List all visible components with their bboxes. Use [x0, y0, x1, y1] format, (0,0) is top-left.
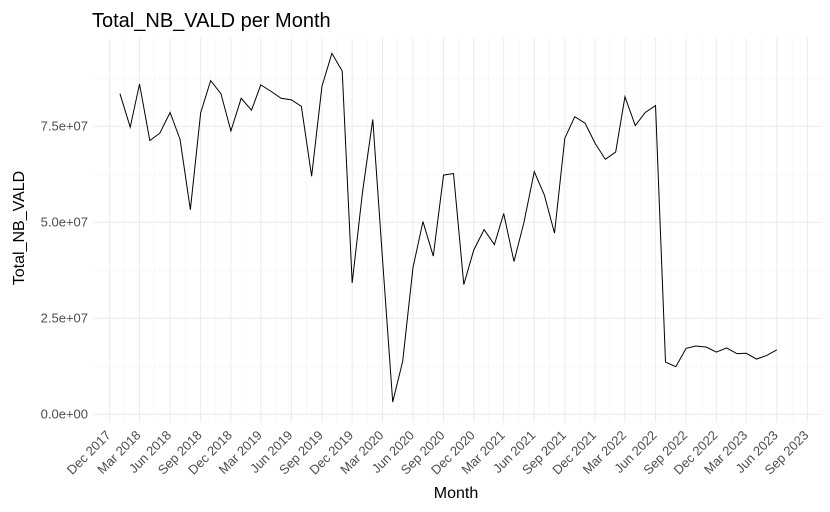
- y-tick-label: 2.5e+07: [41, 310, 88, 325]
- y-tick-label: 7.5e+07: [41, 118, 88, 133]
- y-axis-title: Total_NB_VALD: [11, 171, 28, 285]
- series-line: [119, 52, 778, 403]
- chart-title: Total_NB_VALD per Month: [92, 10, 331, 32]
- y-tick-label: 0.0e+00: [41, 406, 88, 421]
- y-axis-ticks: 0.0e+00 2.5e+07 5.0e+07 7.5e+07: [41, 118, 88, 421]
- x-axis-title: Month: [434, 485, 478, 502]
- grid: [94, 38, 822, 422]
- y-tick-label: 5.0e+07: [41, 214, 88, 229]
